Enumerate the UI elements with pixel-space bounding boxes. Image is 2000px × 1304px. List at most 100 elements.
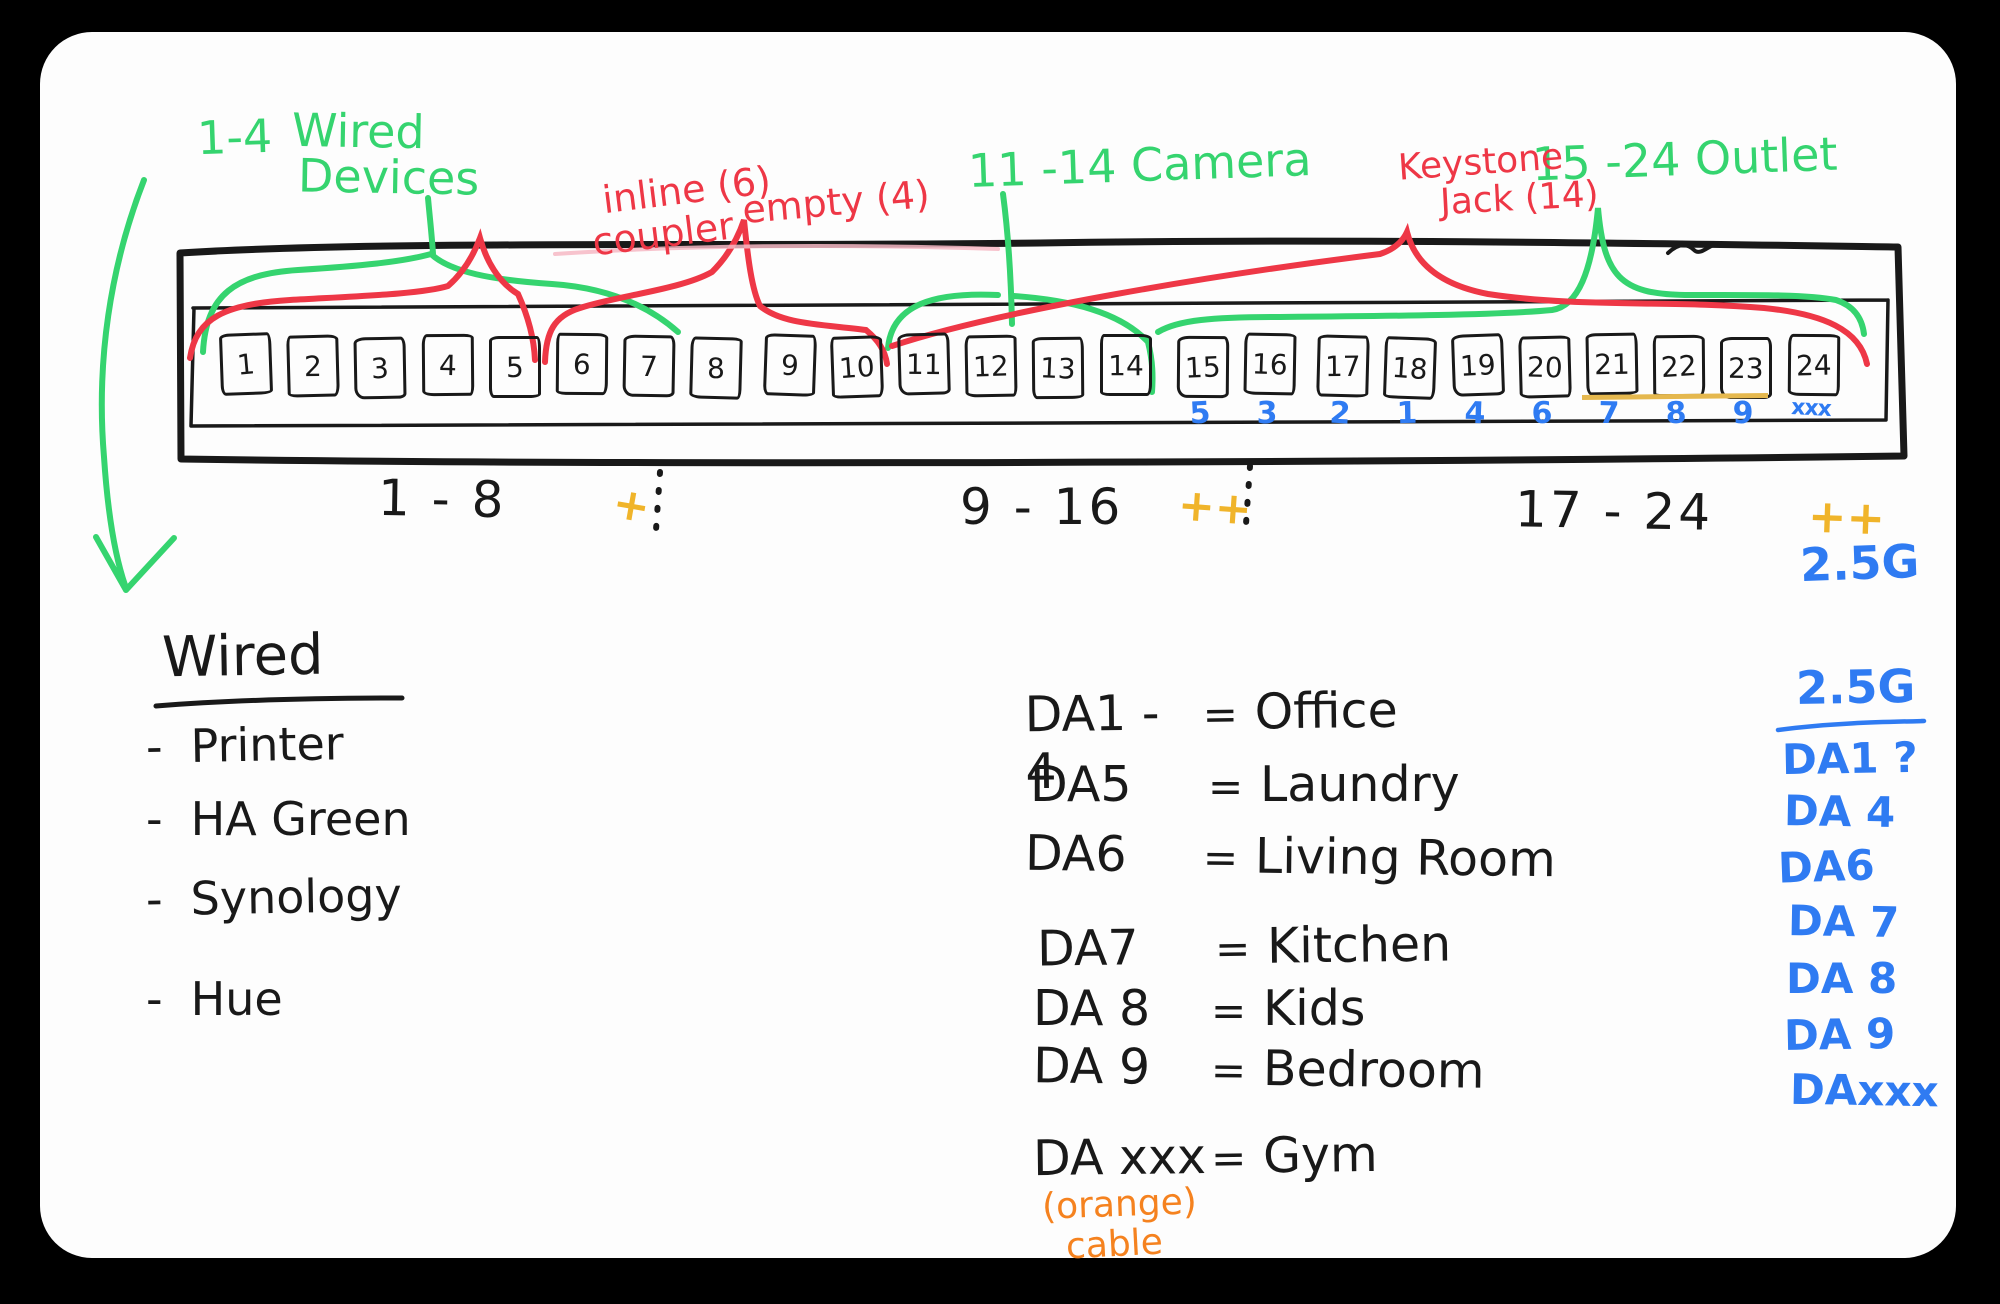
da-room-value: Office bbox=[1254, 681, 1399, 741]
port-sub-label: xxx bbox=[1790, 394, 1832, 423]
port-sub-label: 9 bbox=[1732, 396, 1754, 431]
label-group-1-8: 1 - 8 bbox=[377, 468, 507, 530]
port-number: 7 bbox=[639, 349, 659, 383]
port-number: 24 bbox=[1795, 348, 1833, 382]
label-plus-1: + bbox=[608, 477, 655, 534]
wired-item-label: Hue bbox=[190, 972, 283, 1026]
green-brace-wired-stem bbox=[425, 195, 436, 257]
sketch-strokes-layer bbox=[93, 177, 1927, 733]
wired-item-label: Synology bbox=[190, 867, 403, 926]
da-note-line1: (orange) bbox=[1041, 1181, 1198, 1228]
port-number: 21 bbox=[1593, 347, 1631, 381]
da-cable-label: DA 8 bbox=[1033, 980, 1151, 1037]
port-box: 12 bbox=[964, 334, 1018, 398]
speed-list-item: DA1 ? bbox=[1781, 732, 1918, 785]
equals-sign: = bbox=[1214, 923, 1251, 974]
equals-sign: = bbox=[1202, 689, 1239, 740]
port-number: 3 bbox=[370, 351, 390, 385]
label-group-9-16: 9 - 16 bbox=[960, 478, 1124, 536]
port-box: 7 bbox=[622, 334, 676, 398]
bullet-dash: - bbox=[146, 792, 163, 846]
wired-title-underline bbox=[153, 695, 405, 709]
wired-list-item: - Synology bbox=[146, 868, 403, 926]
port-sub-label: 1 bbox=[1396, 395, 1418, 432]
speed-list-item: DA6 bbox=[1777, 840, 1876, 893]
label-camera: 11 -14 Camera bbox=[967, 132, 1313, 198]
dotted-separator-1 bbox=[653, 469, 663, 533]
port-number: 10 bbox=[838, 349, 876, 385]
da-cable-label: DA 9 bbox=[1032, 1037, 1151, 1096]
port-sub-label: 6 bbox=[1530, 395, 1554, 432]
bullet-dash: - bbox=[146, 972, 163, 1026]
port-number: 1 bbox=[235, 346, 257, 382]
da-mapping-row: DA 8 = Kids bbox=[1033, 980, 1365, 1037]
da-mapping-row: DA6 = Living Room bbox=[1025, 825, 1556, 888]
port-sub-label: 4 bbox=[1463, 395, 1487, 432]
label-speed-bottom: 2.5G bbox=[1799, 533, 1921, 593]
da-room-value: Living Room bbox=[1254, 827, 1557, 889]
port-number: 5 bbox=[505, 350, 525, 384]
speed-list-item: DA 7 bbox=[1787, 896, 1900, 947]
port-sub-label: 5 bbox=[1188, 395, 1212, 432]
port-number: 18 bbox=[1391, 350, 1429, 386]
da-room-value: Kids bbox=[1263, 980, 1366, 1037]
speed-list-item: DA 4 bbox=[1783, 786, 1896, 837]
port-number: 14 bbox=[1108, 348, 1144, 382]
port-box: 5 bbox=[489, 336, 541, 398]
port-box: 22 bbox=[1652, 334, 1706, 398]
port-box: 10 bbox=[829, 335, 885, 399]
wired-list-item: - HA Green bbox=[146, 792, 411, 846]
port-box: 3 bbox=[353, 336, 407, 400]
green-arrow bbox=[93, 177, 177, 593]
whiteboard-canvas: 1-4 Wired Devices 11 -14 Camera 15 -24 O… bbox=[40, 32, 1956, 1268]
wired-list-item: - Printer bbox=[146, 716, 345, 773]
bullet-dash: - bbox=[145, 719, 164, 774]
label-wired-line2: Devices bbox=[297, 148, 480, 206]
port-box: 14 bbox=[1100, 334, 1152, 396]
port-number: 23 bbox=[1727, 351, 1765, 385]
da-mapping-row: DA7 = Kitchen bbox=[1037, 915, 1452, 977]
port-sub-label: 3 bbox=[1256, 396, 1278, 431]
green-brace-camera-stem bbox=[1000, 191, 1015, 327]
port-box: 4 bbox=[421, 333, 475, 397]
da-mapping-row: DA 9 = Bedroom bbox=[1033, 1037, 1485, 1100]
port-number: 4 bbox=[438, 348, 458, 382]
port-number: 12 bbox=[972, 348, 1010, 384]
equals-sign: = bbox=[1208, 762, 1244, 811]
equals-sign: = bbox=[1210, 1045, 1247, 1095]
wired-list-title: Wired bbox=[161, 622, 325, 691]
speed-list-item: DA 9 bbox=[1783, 1009, 1896, 1060]
label-range-wired: 1-4 bbox=[196, 108, 274, 166]
port-box: 13 bbox=[1031, 336, 1085, 400]
port-sub-label: 8 bbox=[1664, 395, 1688, 432]
port-number: 15 bbox=[1184, 349, 1222, 385]
speed-title-underline bbox=[1775, 718, 1927, 733]
port-number: 11 bbox=[906, 347, 942, 381]
port-number: 20 bbox=[1526, 350, 1564, 384]
da-mapping-row: DA xxx = Gym bbox=[1033, 1126, 1378, 1187]
da-cable-label: DA5 bbox=[1030, 756, 1132, 813]
port-sub-label: 7 bbox=[1598, 395, 1620, 432]
port-box: 24 bbox=[1787, 333, 1841, 397]
speed-list-title: 2.5G bbox=[1795, 658, 1916, 716]
port-number: 17 bbox=[1325, 349, 1361, 383]
port-box: 15 bbox=[1176, 335, 1230, 399]
port-box: 11 bbox=[897, 332, 951, 396]
port-box: 8 bbox=[689, 336, 743, 400]
panel-edge-squiggle bbox=[1666, 242, 1718, 255]
wired-list-item: - Hue bbox=[146, 972, 283, 1026]
port-box: 19 bbox=[1450, 333, 1506, 397]
port-number: 2 bbox=[303, 349, 323, 383]
da-cable-label: DA xxx bbox=[1032, 1127, 1207, 1188]
port-box: 20 bbox=[1518, 335, 1572, 399]
equals-sign: = bbox=[1210, 1133, 1247, 1183]
da-room-value: Laundry bbox=[1260, 756, 1460, 813]
port-box: 23 bbox=[1720, 337, 1772, 399]
port-box: 2 bbox=[286, 334, 340, 398]
wired-item-label: HA Green bbox=[190, 792, 411, 846]
port-box: 16 bbox=[1243, 332, 1297, 396]
wired-item-label: Printer bbox=[190, 716, 345, 773]
port-number: 19 bbox=[1459, 347, 1497, 383]
equals-sign: = bbox=[1202, 832, 1239, 883]
port-number: 8 bbox=[706, 351, 726, 385]
